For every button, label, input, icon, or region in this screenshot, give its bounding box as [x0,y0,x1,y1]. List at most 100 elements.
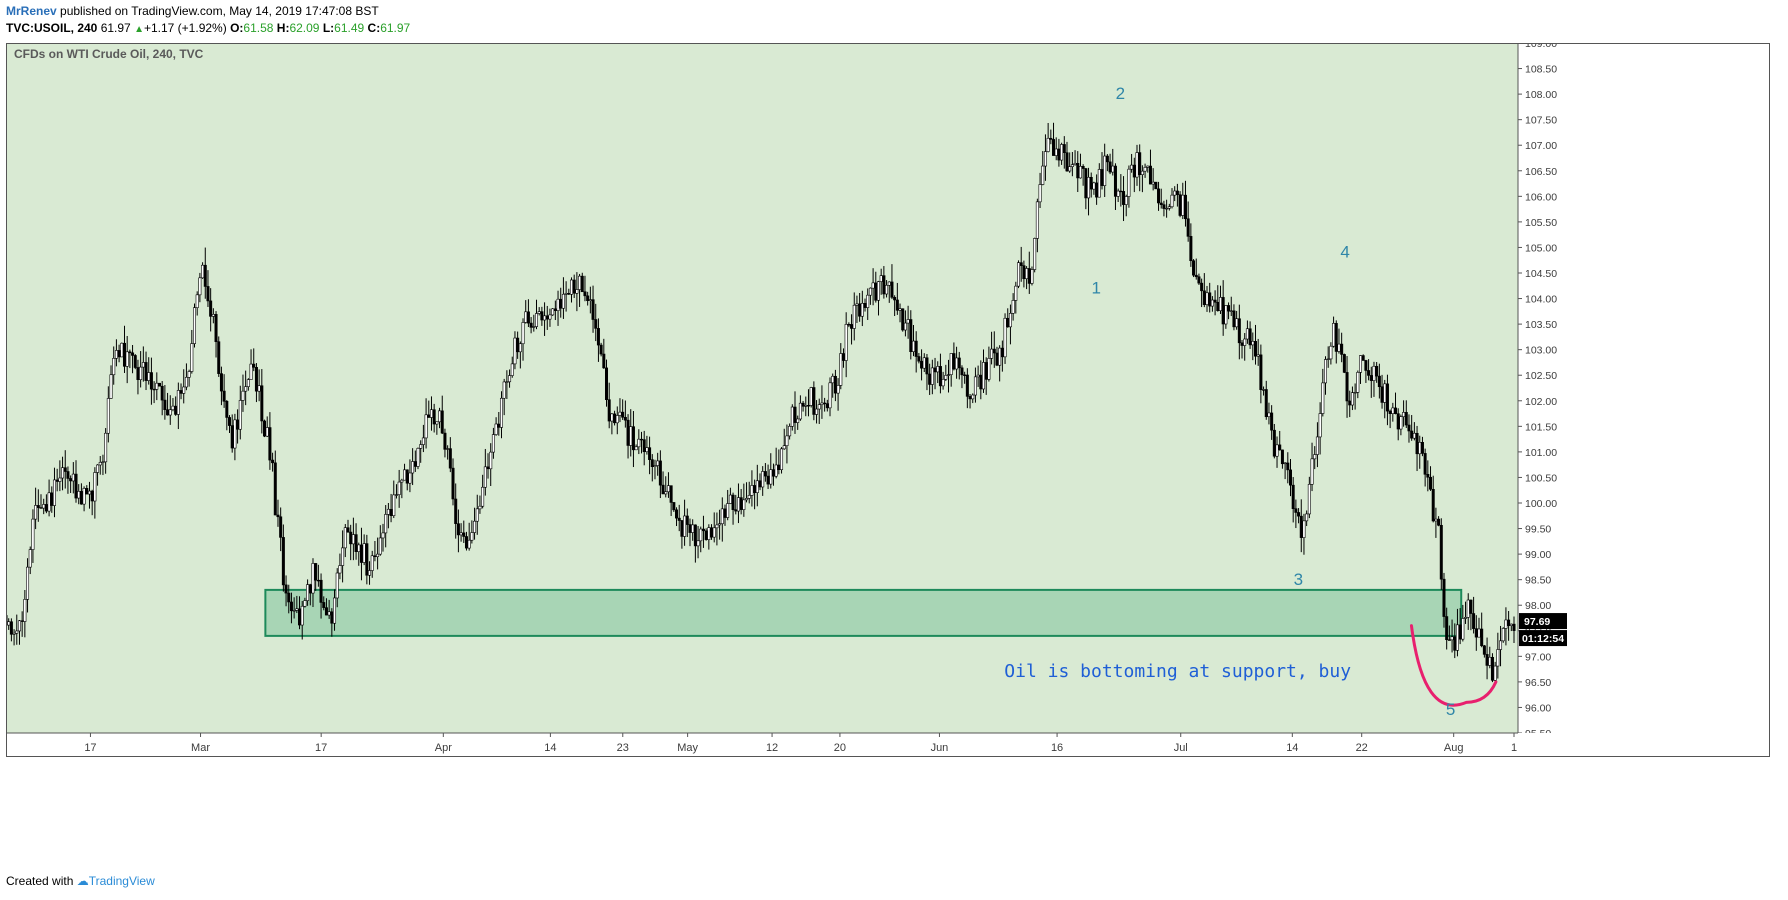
candle-up [392,494,396,516]
candle-down [1407,424,1411,432]
candle-up [1412,432,1416,439]
candle-down [90,490,94,502]
candle-down [739,497,743,510]
chart-area[interactable]: 1 2 3 4 5 Oil is bottoming at support, buy CFD… [6,43,1770,863]
candle-up [839,353,843,386]
candle-down [219,373,223,392]
candle-down [1208,292,1212,307]
candle-down [1154,181,1158,190]
candle-down [901,308,905,331]
candle-down [230,425,234,449]
candle-down [882,275,886,295]
candle-up [790,406,794,427]
candle-up [459,532,463,536]
candle-down [704,530,708,540]
x-tick-label: 14 [1286,742,1298,754]
candle-up [990,348,994,359]
candle-up [23,599,27,622]
candle-up [1173,190,1177,196]
candle-down [85,488,89,495]
candle-down [454,498,458,524]
candle-up [125,351,129,367]
candle-down [1458,624,1462,640]
candle-up [141,362,145,368]
candle-down [661,484,665,495]
candle-up [397,481,401,495]
candle-up [1399,416,1403,430]
x-tick-label: May [677,742,698,754]
candle-up [478,505,482,510]
y-tick-label: 97.00 [1525,651,1551,663]
candle-up [1078,166,1082,179]
last-price-label: 97.69 [1524,616,1550,628]
candle-down [688,524,692,533]
candle-up [381,532,385,539]
candle-down [1200,282,1204,292]
candle-down [236,419,240,430]
candle-up [362,543,366,563]
candle-down [1062,144,1066,153]
price-change: +1.17 (+1.92%) [143,21,227,35]
publish-info: MrRenev published on TradingView.com, Ma… [6,4,379,18]
candle-down [933,367,937,373]
candle-down [771,469,775,477]
candle-down [1437,518,1441,526]
tradingview-link[interactable]: TradingView [88,874,155,888]
candle-up [438,410,442,423]
candle-up [1111,165,1115,173]
candle-up [780,448,784,470]
candle-up [578,275,582,290]
candle-up [736,497,740,512]
candle-down [222,390,226,402]
candle-down [1439,524,1443,580]
candle-up [1008,313,1012,328]
candle-up [1461,618,1465,640]
candle-down [1431,488,1435,522]
candle-up [1235,318,1239,328]
candle-down [642,439,646,453]
candle-up [1103,155,1107,186]
candle-up [429,409,433,418]
tradingview-logo-icon[interactable]: ☁ [76,874,89,888]
candle-up [1033,238,1037,270]
candle-up [246,379,250,387]
y-tick-label: 98.50 [1525,575,1551,587]
candle-up [941,378,945,387]
candle-up [524,311,528,323]
candle-up [518,343,522,353]
candle-down [486,466,490,470]
candle-up [1307,483,1311,515]
candle-down [1095,182,1099,198]
candle-down [1340,343,1344,355]
candle-up [112,358,116,376]
candle-up [774,464,778,477]
candle-down [925,357,929,375]
candle-down [66,471,70,479]
candle-down [928,373,932,385]
candle-up [556,298,560,311]
wave-label-4: 4 [1340,243,1349,262]
candle-up [1350,392,1354,406]
candle-up [1262,389,1266,391]
candle-up [31,518,35,550]
candle-up [34,505,38,520]
x-tick-label: Jun [931,742,949,754]
bottoming-curve [1409,624,1498,707]
candle-down [74,473,78,499]
y-tick-label: 96.00 [1525,702,1551,714]
countdown-tag [1519,630,1567,647]
candle-down [801,402,805,407]
candle-up [104,432,108,463]
candle-down [117,350,121,358]
x-tick-label: 17 [315,742,327,754]
candle-up [1127,168,1131,197]
candle-down [812,387,816,415]
candle-down [314,563,318,581]
candle-up [742,499,746,510]
author-link[interactable]: MrRenev [6,4,57,18]
candle-up [637,438,641,448]
candle-down [685,515,689,525]
candle-up [1315,436,1319,455]
candle-down [1052,139,1056,156]
